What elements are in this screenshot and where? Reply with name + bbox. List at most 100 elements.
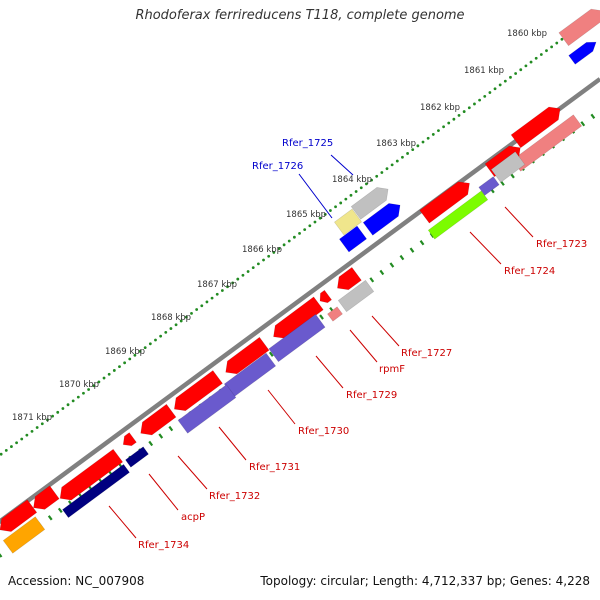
ruler-dot — [184, 315, 188, 319]
ruler-dot — [509, 75, 512, 79]
ruler-dot — [519, 68, 523, 72]
ruler-dot — [313, 220, 317, 224]
ruler-dot — [215, 292, 219, 296]
gene-middle-3 — [319, 289, 333, 304]
ruler-dot — [545, 49, 548, 53]
ruler-dot — [534, 56, 538, 60]
ruler-dot — [138, 350, 142, 353]
gene-features — [0, 8, 600, 554]
ruler-dot — [169, 327, 173, 330]
gene-label-inner: Rfer_1730 — [298, 426, 349, 437]
gene-label-outer: Rfer_1725 — [282, 138, 333, 149]
ruler-dot — [452, 117, 456, 121]
ruler-dot — [267, 254, 271, 258]
ruler-tick — [319, 314, 324, 320]
gene-label-inner: Rfer_1731 — [249, 462, 300, 473]
gene-lower-1 — [59, 448, 124, 501]
ruler-dot — [467, 106, 471, 110]
gene-rfer-1725 — [362, 203, 401, 236]
gene-upper-7 — [478, 176, 500, 196]
ruler-dot — [154, 338, 157, 342]
ruler-dot — [76, 395, 80, 399]
ruler-dot — [236, 277, 240, 281]
ruler-dot — [164, 330, 168, 334]
gene-label-outer: Rfer_1726 — [252, 161, 303, 172]
ruler-dot — [555, 41, 559, 45]
ruler-dot — [473, 102, 476, 106]
ruler-dot — [66, 403, 70, 407]
gene-rfer-1727 — [337, 279, 375, 313]
gene-rfer-1734 — [2, 516, 46, 554]
ruler-dot — [4, 448, 8, 452]
ruler-dot — [262, 258, 265, 262]
genome-summary-text: Topology: circular; Length: 4,712,337 bp… — [260, 574, 590, 588]
ruler-label: 1863 kbp — [376, 139, 416, 149]
ruler-dot — [493, 87, 497, 91]
ruler-label: 1864 kbp — [332, 175, 372, 185]
ruler-dot — [190, 311, 193, 315]
ruler-tick — [57, 507, 63, 514]
ruler-dot — [339, 201, 343, 205]
ruler-dot — [318, 216, 322, 220]
gene-middle-7 — [225, 336, 270, 375]
gene-label-inner: rpmF — [379, 364, 405, 375]
ruler-dot — [308, 224, 312, 228]
ruler-label: 1871 kbp — [12, 413, 52, 423]
ruler-dot — [51, 414, 54, 418]
ruler-dot — [365, 182, 368, 186]
ruler-dot — [514, 72, 518, 75]
gene-lower-4 — [0, 499, 38, 532]
label-leader — [469, 231, 502, 265]
ruler-dot — [395, 159, 399, 163]
ruler-dot — [282, 243, 286, 247]
gene-upper-13 — [338, 225, 368, 253]
ruler-dot — [488, 91, 492, 94]
gene-rfer-1726 — [333, 208, 363, 236]
ruler-label: 1866 kbp — [242, 245, 282, 255]
gene-labels: Rfer_1725 Rfer_1726 Rfer_1723 Rfer_1724 Rfer… — [138, 138, 587, 551]
gene-rfer-1732 — [62, 463, 130, 519]
gene-label-inner: acpP — [181, 512, 205, 523]
gene-middle-5 — [273, 296, 324, 339]
ruler-dot — [483, 94, 487, 98]
gene-label-inner: Rfer_1734 — [138, 540, 189, 551]
gene-upper-3 — [510, 106, 561, 149]
ruler-tick — [369, 277, 375, 283]
ruler-dot — [35, 426, 39, 429]
ruler-dot — [385, 167, 389, 171]
ruler-dot — [416, 144, 420, 148]
ruler-dot — [406, 152, 409, 155]
ruler-dot — [102, 376, 106, 380]
ruler-dot — [277, 247, 281, 251]
ruler-label: 1865 kbp — [286, 210, 326, 220]
gene-middle-11 — [140, 403, 177, 436]
ruler-dot — [529, 60, 533, 64]
ruler-dot — [10, 445, 13, 448]
label-leader — [298, 173, 333, 219]
ruler-dot — [329, 209, 332, 212]
ruler-dot — [205, 300, 209, 304]
ruler-dot — [431, 133, 435, 136]
ruler-dot — [447, 121, 451, 125]
ruler-dot — [25, 433, 29, 437]
gene-rpmF — [327, 306, 343, 322]
ruler-dot — [462, 110, 466, 113]
label-leader — [218, 426, 247, 461]
ruler-dot — [112, 369, 116, 372]
ruler-dot — [560, 37, 564, 41]
ruler-dot — [0, 452, 3, 456]
ruler-dot — [437, 129, 440, 133]
ruler-tick — [0, 553, 3, 558]
ruler-dot — [220, 289, 224, 292]
ruler-dot — [15, 441, 18, 445]
ruler-tick — [268, 351, 274, 357]
ruler-tick — [409, 247, 415, 253]
ruler-tick — [500, 180, 505, 186]
gene-upper-1 — [558, 8, 600, 47]
ruler-dot — [390, 163, 394, 167]
label-leader — [267, 389, 296, 425]
ruler-dot — [46, 418, 49, 422]
ruler-dot — [179, 319, 183, 323]
label-leader — [349, 329, 378, 363]
